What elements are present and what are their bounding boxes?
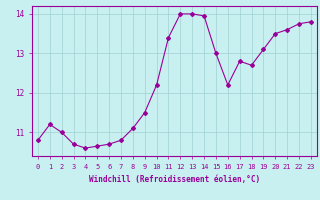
X-axis label: Windchill (Refroidissement éolien,°C): Windchill (Refroidissement éolien,°C) [89,175,260,184]
